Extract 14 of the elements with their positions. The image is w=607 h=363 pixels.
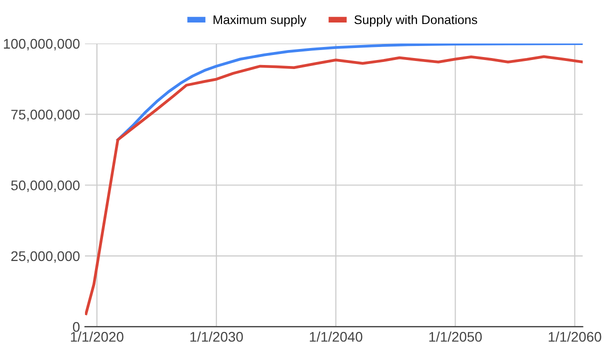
legend-label: Supply with Donations: [354, 14, 478, 27]
y-tick-label: 25,000,000: [11, 251, 80, 263]
x-tick-label: 1/1/2060: [548, 332, 602, 342]
legend-label: Maximum supply: [214, 14, 306, 27]
y-tick-label: 0: [72, 322, 80, 332]
y-tick-label: 50,000,000: [11, 180, 80, 192]
y-tick-label: 75,000,000: [11, 110, 80, 122]
x-tick-label: 1/1/2050: [429, 332, 482, 342]
line-series: [116, 44, 583, 142]
x-tick-label: 1/1/2020: [70, 332, 124, 342]
y-tick-label: 100,000,000: [4, 38, 80, 50]
line-series: [84, 55, 583, 316]
x-tick-label: 1/1/2040: [310, 332, 362, 342]
x-tick-label: 1/1/2030: [190, 332, 243, 342]
